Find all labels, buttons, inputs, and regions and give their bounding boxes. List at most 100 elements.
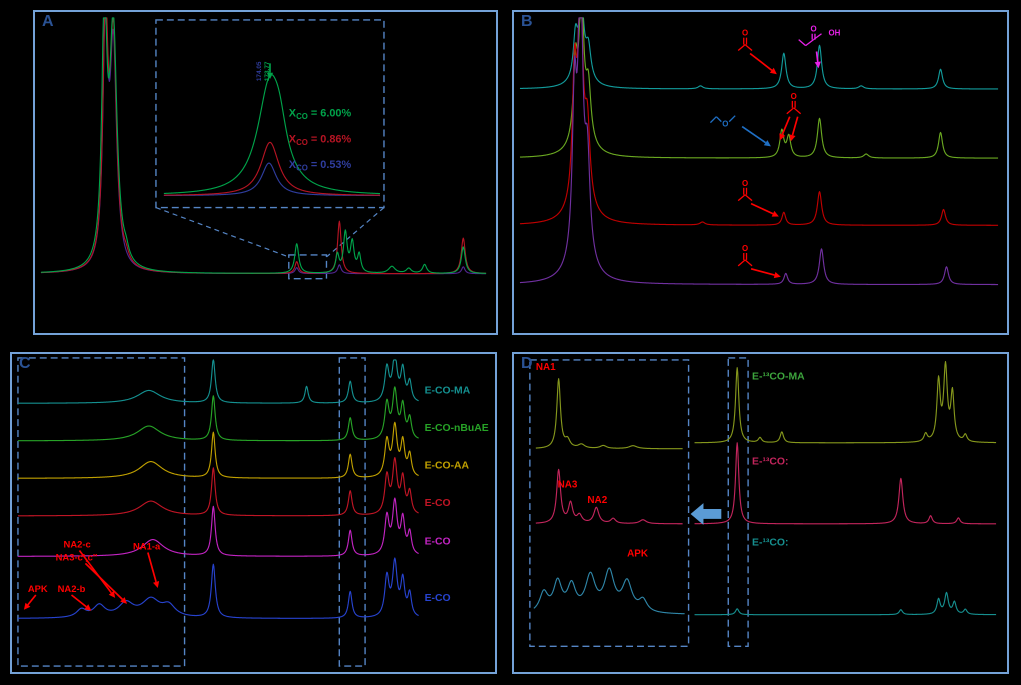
dashed-region-box [727, 357, 749, 648]
panel-b-letter: B [521, 13, 533, 30]
arrow-shaft [70, 594, 87, 608]
atom-label: O [810, 25, 816, 34]
peak-label-apk: APK [28, 583, 48, 594]
assignment-arrow [789, 116, 799, 142]
peak-label-na3-c: NA3-c',c'' [56, 551, 98, 562]
spectrum-e13co-ma [694, 361, 997, 444]
assignment-arrow [814, 51, 821, 69]
assignment-arrow [750, 267, 781, 279]
spectrum-red [519, 17, 999, 226]
atom-label: O [742, 244, 748, 253]
spectrum-green [519, 17, 999, 159]
arrow-head [771, 210, 779, 217]
bond-line [737, 44, 746, 52]
panel-d: D NA1 NA3 NA2 APK E-¹³CO-MA E-¹³CO: E-¹³CO: [512, 352, 1009, 674]
arrow-head [108, 590, 116, 598]
panel-b: B O O OH O O O O [512, 10, 1009, 335]
panel-d-canvas: NA1 NA3 NA2 APK E-¹³CO-MA E-¹³CO: E-¹³CO: [529, 357, 997, 648]
zoom-source-box [288, 254, 328, 280]
ketone-structure-icon: O [786, 92, 802, 115]
peak-pointer-arrow [266, 63, 274, 80]
assignment-arrow [779, 116, 791, 141]
arrow-shaft [78, 550, 112, 594]
sample-label-e-co-1: E-CO [425, 498, 451, 509]
arrow-shaft [147, 552, 157, 583]
sample-label-e-co-aa: E-CO-AA [425, 461, 470, 472]
bond-line [728, 115, 736, 123]
arrow-shaft [750, 202, 774, 215]
panel-b-canvas: O O OH O O O O [519, 17, 999, 286]
dashed-region-box [529, 359, 690, 648]
bond-line [737, 194, 746, 202]
spectrum-teal [519, 17, 999, 90]
peak-label-na2: NA2 [587, 495, 607, 506]
peak-label-na3: NA3 [558, 479, 578, 490]
arrow-head [153, 581, 160, 589]
zoom-spectrum-e13co-ma [535, 378, 683, 450]
bond-line [709, 116, 717, 124]
arrow-head [266, 72, 274, 80]
arrow-shaft [815, 51, 819, 63]
dashed-region-box [17, 357, 186, 667]
ketone-structure-icon: O [737, 179, 753, 202]
inset-spectrum-blue [163, 162, 381, 197]
assignment-arrow [749, 52, 777, 75]
atom-label: O [791, 92, 797, 101]
spectrum-e13co-magenta [694, 442, 997, 525]
assignment-arrow [147, 552, 160, 589]
peak-label-na1-a: NA1-a [133, 541, 161, 552]
panel-c-canvas: E-CO-MA E-CO-nBuAE E-CO-AA E-CO E-CO E-CO NA2-… [17, 357, 489, 667]
assignment-arrow [750, 202, 779, 217]
spectrum-e-co-magenta [17, 497, 419, 557]
spectrum-e-co-aa [17, 421, 419, 479]
bond-line [813, 33, 822, 41]
arrow-head [84, 604, 92, 611]
arrow-shaft [750, 267, 775, 276]
panel-a: A XCO = 6.00% XCO = 0.86% XCO = 0.53% 174.0… [33, 10, 498, 335]
spectrum-e-co-nbuae [17, 386, 419, 442]
zoom-connector-line [326, 207, 385, 258]
spectrum-purple [519, 17, 999, 286]
atom-label: OH [828, 29, 840, 38]
bond-line [798, 39, 807, 47]
peak-label-na2-c: NA2-c [64, 539, 91, 550]
atom-label: O [742, 179, 748, 188]
zoom-spectrum-e13co-magenta [535, 468, 683, 525]
arrow-shaft [84, 562, 124, 600]
arrow-shaft [741, 125, 767, 144]
co-conversion-blue-label: XCO = 0.53% [289, 159, 352, 172]
peak-label-apk: APK [627, 548, 649, 559]
panel-c: C E-CO-MA E-CO-nBuAE E-CO-AA E-CO E-CO E-CO NA… [10, 352, 497, 674]
arrow-shaft [781, 116, 791, 135]
panel-a-canvas: XCO = 6.00% XCO = 0.86% XCO = 0.53% 174.05 1… [40, 17, 487, 280]
co-conversion-green-label: XCO = 6.00% [289, 108, 352, 121]
zoom-connector-line [155, 207, 290, 258]
bond-line [744, 44, 753, 52]
sample-label-e-co-nbuae: E-CO-nBuAE [425, 423, 489, 434]
ketone-structure-icon: O [737, 29, 753, 52]
sample-label-e13co-2: E-¹³CO: [752, 456, 788, 468]
arrow-head [120, 597, 128, 604]
peak-label-na2-b: NA2-b [58, 583, 86, 594]
arrow-shaft [749, 52, 773, 71]
spectrum-e13co-teal [694, 591, 997, 616]
carboxylic-acid-structure-icon: O OH [798, 25, 841, 47]
sample-label-e13co-ma: E-¹³CO-MA [752, 371, 805, 383]
bond-line [786, 107, 795, 115]
assignment-arrow [78, 550, 116, 598]
spectrum-green-trace [40, 17, 487, 274]
panel-a-letter: A [42, 13, 54, 30]
bond-line [793, 107, 802, 115]
spectrum-red-trace [40, 17, 487, 275]
spectrum-e-co-ma [17, 359, 419, 404]
bond-line [744, 259, 753, 267]
sample-label-e-co-2: E-CO [425, 537, 451, 548]
atom-label: O [742, 29, 748, 38]
ketone-structure-icon: O [737, 244, 753, 267]
arrow-shaft [27, 594, 37, 606]
panel-d-letter: D [521, 355, 533, 372]
peak-label-na1: NA1 [536, 362, 556, 373]
sample-label-e-co-3: E-CO [425, 593, 451, 604]
zoom-direction-arrow [690, 503, 722, 525]
